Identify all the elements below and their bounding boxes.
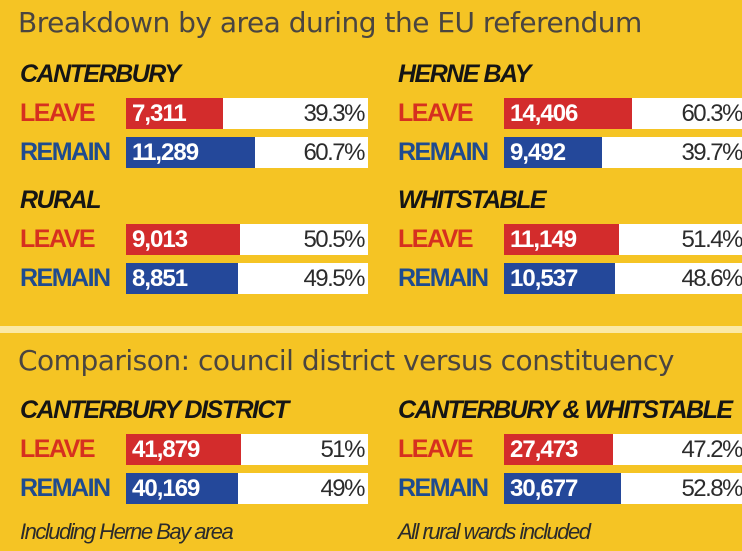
leave-bar: 9,013 bbox=[126, 224, 240, 255]
leave-bar-track: 27,473 47.2% bbox=[504, 434, 742, 465]
remain-percent: 49% bbox=[320, 475, 365, 502]
comparison-heading: Comparison: council district versus cons… bbox=[18, 344, 674, 377]
leave-percent: 47.2% bbox=[681, 436, 742, 463]
leave-label: LEAVE bbox=[398, 435, 474, 463]
remain-bar: 11,289 bbox=[126, 137, 255, 168]
leave-bar-track: 14,406 60.3% bbox=[504, 98, 742, 129]
remain-row: REMAIN 10,537 48.6% bbox=[398, 263, 742, 294]
section-divider bbox=[0, 326, 742, 333]
leave-label: LEAVE bbox=[398, 99, 474, 127]
leave-row: LEAVE 7,311 39.3% bbox=[20, 98, 368, 129]
leave-row: LEAVE 9,013 50.5% bbox=[20, 224, 368, 255]
remain-percent: 48.6% bbox=[681, 265, 742, 292]
leave-bar: 14,406 bbox=[504, 98, 632, 129]
remain-row: REMAIN 40,169 49% bbox=[20, 473, 368, 504]
area-title: CANTERBURY & WHITSTABLE bbox=[398, 396, 733, 424]
remain-bar: 10,537 bbox=[504, 263, 615, 294]
remain-label: REMAIN bbox=[20, 138, 111, 166]
remain-bar: 30,677 bbox=[504, 473, 621, 504]
leave-row: LEAVE 27,473 47.2% bbox=[398, 434, 742, 465]
leave-votes: 27,473 bbox=[510, 436, 578, 463]
leave-bar-track: 9,013 50.5% bbox=[126, 224, 368, 255]
leave-label: LEAVE bbox=[20, 225, 96, 253]
leave-percent: 39.3% bbox=[303, 100, 365, 127]
area-note: All rural wards included bbox=[398, 519, 591, 544]
leave-votes: 41,879 bbox=[132, 436, 200, 463]
remain-votes: 30,677 bbox=[510, 475, 578, 502]
leave-label: LEAVE bbox=[398, 225, 474, 253]
remain-votes: 9,492 bbox=[510, 139, 566, 166]
remain-percent: 52.8% bbox=[681, 475, 742, 502]
breakdown-heading: Breakdown by area during the EU referend… bbox=[18, 6, 642, 39]
remain-row: REMAIN 9,492 39.7% bbox=[398, 137, 742, 168]
remain-percent: 60.7% bbox=[303, 139, 365, 166]
remain-label: REMAIN bbox=[398, 474, 489, 502]
remain-label: REMAIN bbox=[20, 474, 111, 502]
remain-bar-track: 11,289 60.7% bbox=[126, 137, 368, 168]
leave-row: LEAVE 41,879 51% bbox=[20, 434, 368, 465]
leave-bar: 41,879 bbox=[126, 434, 241, 465]
remain-row: REMAIN 30,677 52.8% bbox=[398, 473, 742, 504]
leave-bar: 27,473 bbox=[504, 434, 613, 465]
leave-bar-track: 41,879 51% bbox=[126, 434, 368, 465]
remain-percent: 39.7% bbox=[681, 139, 742, 166]
leave-bar-track: 11,149 51.4% bbox=[504, 224, 742, 255]
remain-votes: 8,851 bbox=[132, 265, 188, 292]
leave-votes: 9,013 bbox=[132, 226, 188, 253]
area-title: WHITSTABLE bbox=[398, 186, 547, 214]
remain-bar-track: 9,492 39.7% bbox=[504, 137, 742, 168]
leave-percent: 60.3% bbox=[681, 100, 742, 127]
area-title: CANTERBURY DISTRICT bbox=[20, 396, 289, 424]
remain-bar: 8,851 bbox=[126, 263, 238, 294]
remain-row: REMAIN 11,289 60.7% bbox=[20, 137, 368, 168]
remain-bar: 9,492 bbox=[504, 137, 602, 168]
leave-bar: 11,149 bbox=[504, 224, 619, 255]
remain-row: REMAIN 8,851 49.5% bbox=[20, 263, 368, 294]
remain-label: REMAIN bbox=[398, 264, 489, 292]
remain-bar-track: 10,537 48.6% bbox=[504, 263, 742, 294]
leave-label: LEAVE bbox=[20, 435, 96, 463]
area-title: RURAL bbox=[20, 186, 102, 214]
remain-bar: 40,169 bbox=[126, 473, 238, 504]
remain-bar-track: 30,677 52.8% bbox=[504, 473, 742, 504]
leave-bar-track: 7,311 39.3% bbox=[126, 98, 368, 129]
remain-bar-track: 8,851 49.5% bbox=[126, 263, 368, 294]
leave-percent: 51.4% bbox=[681, 226, 742, 253]
remain-votes: 11,289 bbox=[132, 139, 199, 166]
remain-bar-track: 40,169 49% bbox=[126, 473, 368, 504]
leave-row: LEAVE 11,149 51.4% bbox=[398, 224, 742, 255]
remain-votes: 40,169 bbox=[132, 475, 200, 502]
leave-percent: 51% bbox=[320, 436, 365, 463]
leave-votes: 14,406 bbox=[510, 100, 578, 127]
leave-percent: 50.5% bbox=[303, 226, 365, 253]
remain-votes: 10,537 bbox=[510, 265, 578, 292]
area-note: Including Herne Bay area bbox=[20, 519, 234, 544]
area-title: HERNE BAY bbox=[398, 60, 531, 88]
remain-percent: 49.5% bbox=[303, 265, 365, 292]
leave-bar: 7,311 bbox=[126, 98, 223, 129]
leave-votes: 7,311 bbox=[132, 100, 187, 127]
remain-label: REMAIN bbox=[398, 138, 489, 166]
leave-label: LEAVE bbox=[20, 99, 96, 127]
leave-votes: 11,149 bbox=[510, 226, 577, 253]
remain-label: REMAIN bbox=[20, 264, 111, 292]
leave-row: LEAVE 14,406 60.3% bbox=[398, 98, 742, 129]
area-title: CANTERBURY bbox=[20, 60, 181, 88]
